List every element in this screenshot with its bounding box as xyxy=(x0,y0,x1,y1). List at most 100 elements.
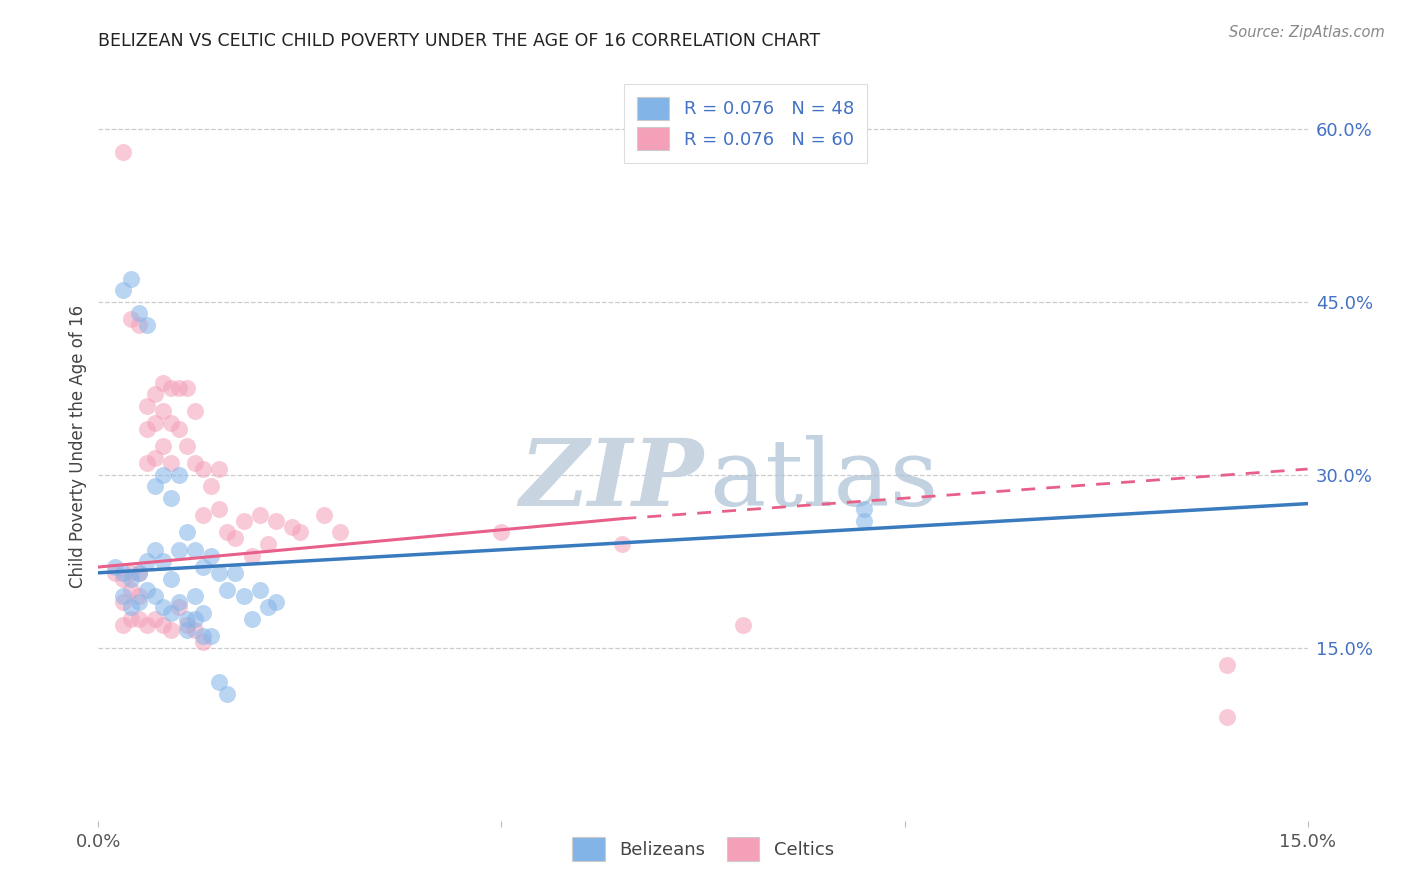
Point xyxy=(491,525,513,540)
Point xyxy=(193,629,215,643)
Point xyxy=(135,399,157,413)
Point xyxy=(120,272,142,286)
Point xyxy=(176,617,198,632)
Point xyxy=(224,531,246,545)
Point xyxy=(184,404,207,418)
Point xyxy=(135,456,157,470)
Point xyxy=(240,612,263,626)
Point xyxy=(1216,658,1239,673)
Point xyxy=(111,617,134,632)
Legend: Belizeans, Celtics: Belizeans, Celtics xyxy=(565,830,841,868)
Point xyxy=(184,612,207,626)
Point xyxy=(152,554,174,568)
Point xyxy=(281,519,304,533)
Point xyxy=(200,549,222,563)
Point xyxy=(120,612,142,626)
Point xyxy=(120,600,142,615)
Point xyxy=(733,617,755,632)
Point xyxy=(217,687,239,701)
Point xyxy=(329,525,352,540)
Point xyxy=(200,479,222,493)
Point xyxy=(167,542,190,557)
Point xyxy=(135,422,157,436)
Point xyxy=(184,589,207,603)
Point xyxy=(152,439,174,453)
Point xyxy=(111,594,134,608)
Point xyxy=(232,514,254,528)
Y-axis label: Child Poverty Under the Age of 16: Child Poverty Under the Age of 16 xyxy=(69,304,87,588)
Point xyxy=(167,600,190,615)
Point xyxy=(167,594,190,608)
Point xyxy=(152,617,174,632)
Text: BELIZEAN VS CELTIC CHILD POVERTY UNDER THE AGE OF 16 CORRELATION CHART: BELIZEAN VS CELTIC CHILD POVERTY UNDER T… xyxy=(98,32,821,50)
Point xyxy=(853,514,876,528)
Text: ZIP: ZIP xyxy=(519,434,703,524)
Point xyxy=(256,600,278,615)
Point xyxy=(224,566,246,580)
Point xyxy=(120,312,142,326)
Point xyxy=(176,624,198,638)
Point xyxy=(128,566,150,580)
Point xyxy=(160,416,183,430)
Point xyxy=(249,583,271,598)
Point xyxy=(232,589,254,603)
Point xyxy=(128,566,150,580)
Point xyxy=(193,462,215,476)
Point xyxy=(143,612,166,626)
Point xyxy=(135,554,157,568)
Point xyxy=(249,508,271,523)
Point xyxy=(176,525,198,540)
Point xyxy=(167,467,190,482)
Point xyxy=(176,439,198,453)
Point xyxy=(184,542,207,557)
Point xyxy=(143,416,166,430)
Point xyxy=(111,589,134,603)
Point xyxy=(128,318,150,332)
Point xyxy=(111,566,134,580)
Text: Source: ZipAtlas.com: Source: ZipAtlas.com xyxy=(1229,25,1385,40)
Point xyxy=(128,612,150,626)
Point xyxy=(184,456,207,470)
Point xyxy=(193,606,215,620)
Point xyxy=(143,387,166,401)
Point xyxy=(103,560,125,574)
Point xyxy=(167,422,190,436)
Point xyxy=(160,381,183,395)
Point xyxy=(193,560,215,574)
Point xyxy=(160,606,183,620)
Point xyxy=(193,635,215,649)
Text: atlas: atlas xyxy=(709,434,938,524)
Point xyxy=(135,617,157,632)
Point xyxy=(152,404,174,418)
Point xyxy=(160,624,183,638)
Point xyxy=(128,306,150,320)
Point xyxy=(120,572,142,586)
Point xyxy=(193,508,215,523)
Point xyxy=(264,594,287,608)
Point xyxy=(120,566,142,580)
Point xyxy=(1216,710,1239,724)
Point xyxy=(143,589,166,603)
Point xyxy=(120,583,142,598)
Point xyxy=(288,525,311,540)
Point xyxy=(111,284,134,298)
Point xyxy=(184,624,207,638)
Point xyxy=(200,629,222,643)
Point xyxy=(853,502,876,516)
Point xyxy=(160,572,183,586)
Point xyxy=(176,381,198,395)
Point xyxy=(612,537,634,551)
Point xyxy=(314,508,336,523)
Point xyxy=(208,502,231,516)
Point xyxy=(135,318,157,332)
Point xyxy=(128,589,150,603)
Point xyxy=(160,456,183,470)
Point xyxy=(208,462,231,476)
Point xyxy=(160,491,183,505)
Point xyxy=(167,381,190,395)
Point xyxy=(111,145,134,159)
Point xyxy=(152,376,174,390)
Point xyxy=(143,542,166,557)
Point xyxy=(176,612,198,626)
Point xyxy=(217,583,239,598)
